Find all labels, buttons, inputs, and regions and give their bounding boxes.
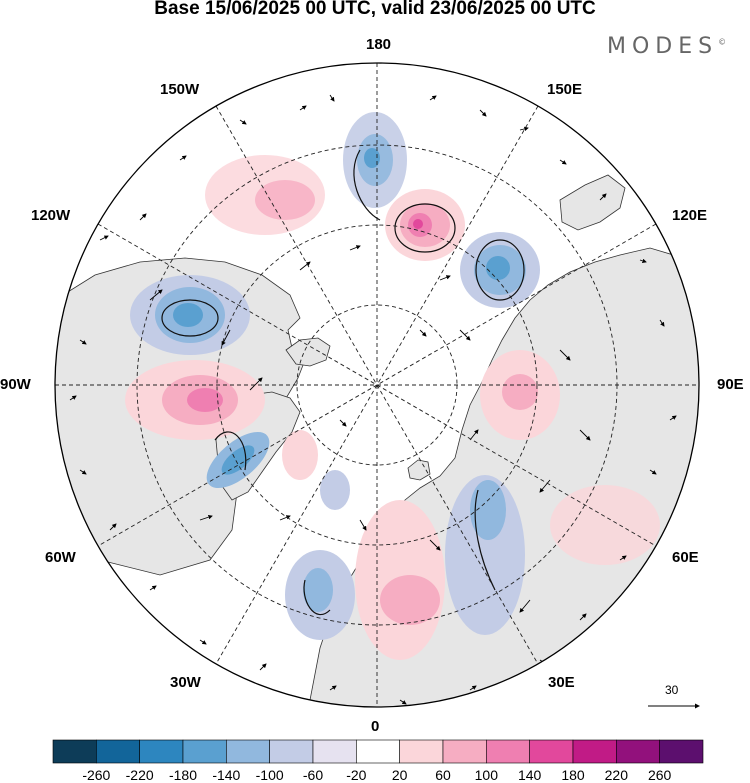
colorbar-tick-label: -260 [82,767,111,783]
colorbar-swatch [529,739,574,764]
map-title: Base 15/06/2025 00 UTC, valid 23/06/2025… [154,0,596,19]
reference-vector-label: 30 [665,683,679,697]
map-outline [54,62,700,708]
colorbar-swatch [52,739,97,764]
map-body [55,63,699,707]
arctic-islands-land [285,337,331,367]
colorbar-swatch [96,739,140,764]
colorbar-swatch [399,739,444,764]
colorbar-tick-label: 60 [435,767,451,783]
colorbar [52,739,704,764]
colorbar-swatch [356,739,400,764]
lon-label-60w: 60W [45,549,76,566]
colorbar-swatch [572,739,617,764]
colorbar-swatch [269,739,314,764]
lon-label-150e: 150E [547,81,583,98]
lon-label-0: 0 [371,718,380,735]
modes-logo: MODES© [607,34,727,59]
colorbar-swatch [312,739,357,764]
wind-arrows [69,94,677,705]
lon-label-90w: 90W [0,376,31,393]
colorbar-tick-label: -100 [255,767,284,783]
lon-label-150w: 150W [160,81,200,98]
anomaly-fields [125,112,660,660]
colorbar-swatch [616,739,660,764]
colorbar-tick-label: 260 [647,767,672,783]
colorbar-swatch [659,739,704,764]
colorbar-tick-label: -60 [302,767,324,783]
svalbard-land [407,459,431,481]
lon-label-180: 180 [366,36,392,53]
lon-label-120w: 120W [31,207,71,224]
colorbar-swatch [226,739,270,764]
lon-label-120e: 120E [672,207,708,224]
colorbar-tick-label: 20 [391,767,408,783]
colorbar-tick-label: -20 [346,767,367,783]
colorbar-tick-label: -220 [125,767,154,783]
kamchatka-land [559,174,626,231]
lon-label-90e: 90E [717,376,744,393]
colorbar-swatch [442,739,487,764]
colorbar-tick-label: 100 [474,767,499,783]
colorbar-tick-label: 220 [604,767,629,783]
lon-label-60e: 60E [672,549,699,566]
colorbar-tick-label: 180 [561,767,585,783]
colorbar-swatch [486,739,530,764]
colorbar-tick-label: 140 [517,767,542,783]
jet-contours [161,149,525,616]
colorbar-tick-label: -140 [212,767,241,783]
colorbar-tick-label: -180 [168,767,198,783]
graticule [55,63,699,707]
colorbar-swatch [182,739,227,764]
lon-label-30e: 30E [548,674,575,691]
colorbar-swatch [139,739,184,764]
lon-label-30w: 30W [170,674,201,691]
